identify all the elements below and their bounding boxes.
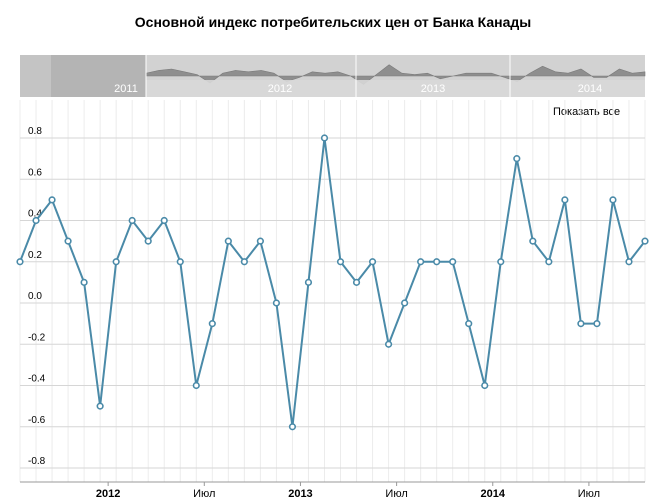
data-point[interactable] xyxy=(368,258,377,266)
navigator-year-label: 2011 xyxy=(114,83,138,95)
y-tick-label: -0.6 xyxy=(28,415,46,426)
y-tick-label: -0.4 xyxy=(28,374,46,385)
data-point[interactable] xyxy=(272,299,281,307)
grid xyxy=(19,100,646,482)
data-point[interactable] xyxy=(64,237,72,245)
data-point[interactable] xyxy=(529,237,537,245)
data-point[interactable] xyxy=(144,237,152,245)
data-point[interactable] xyxy=(16,258,24,266)
navigator-year-label: 2014 xyxy=(578,83,602,95)
data-point[interactable] xyxy=(192,381,200,390)
y-tick-label: 0.8 xyxy=(28,126,42,137)
data-point[interactable] xyxy=(465,320,473,328)
data-point[interactable] xyxy=(96,402,104,410)
data-point[interactable] xyxy=(336,258,345,266)
data-point[interactable] xyxy=(513,155,521,163)
data-point[interactable] xyxy=(240,258,248,266)
data-point[interactable] xyxy=(481,381,489,390)
data-point[interactable] xyxy=(112,258,120,266)
data-point[interactable] xyxy=(609,196,617,204)
y-tick-label: -0.8 xyxy=(28,456,46,467)
data-point[interactable] xyxy=(449,258,457,266)
show-all-button[interactable]: Показать все xyxy=(553,106,621,118)
navigator-series xyxy=(145,64,646,85)
y-tick-label: 0.0 xyxy=(28,291,42,302)
data-point[interactable] xyxy=(256,237,264,245)
data-point[interactable] xyxy=(304,278,313,286)
data-point[interactable] xyxy=(577,320,585,328)
data-point[interactable] xyxy=(401,299,409,307)
x-tick-label: 2014 xyxy=(481,488,506,500)
data-point[interactable] xyxy=(641,237,649,245)
data-point[interactable] xyxy=(593,320,601,328)
data-point[interactable] xyxy=(160,216,168,225)
data-point[interactable] xyxy=(32,216,40,225)
x-tick-label: Июл xyxy=(578,488,600,500)
navigator-year-label: 2013 xyxy=(421,83,445,95)
chart-title: Основной индекс потребительских цен от Б… xyxy=(134,14,532,30)
data-point[interactable] xyxy=(384,340,393,348)
x-tick-label: 2012 xyxy=(96,488,120,500)
series-line xyxy=(19,137,646,427)
data-point[interactable] xyxy=(545,258,553,266)
data-point[interactable] xyxy=(433,258,441,266)
y-tick-label: 0.6 xyxy=(28,167,42,178)
data-point[interactable] xyxy=(80,278,88,286)
data-point[interactable] xyxy=(352,278,361,286)
data-point[interactable] xyxy=(497,258,505,266)
x-tick-label: Июл xyxy=(385,488,407,500)
data-point[interactable] xyxy=(224,237,232,245)
data-point[interactable] xyxy=(288,423,297,431)
navigator[interactable]: 2011 2012 2013 2014 xyxy=(20,55,646,97)
y-tick-label: 0.2 xyxy=(28,250,42,261)
data-point[interactable] xyxy=(176,258,184,266)
data-point[interactable] xyxy=(128,216,136,225)
navigator-year-band xyxy=(146,80,645,97)
y-tick-label: -0.2 xyxy=(28,332,46,343)
x-tick-label: 2013 xyxy=(288,488,312,500)
navigator-year-label: 2012 xyxy=(268,83,292,95)
data-point[interactable] xyxy=(561,196,569,204)
data-point[interactable] xyxy=(417,258,425,266)
x-tick-label: Июл xyxy=(193,488,215,500)
data-point[interactable] xyxy=(48,196,56,204)
y-tick-label: 0.4 xyxy=(28,209,42,220)
data-point[interactable] xyxy=(320,134,329,142)
data-point[interactable] xyxy=(625,258,633,266)
data-point[interactable] xyxy=(208,320,216,328)
navigator-handle[interactable] xyxy=(20,55,51,97)
